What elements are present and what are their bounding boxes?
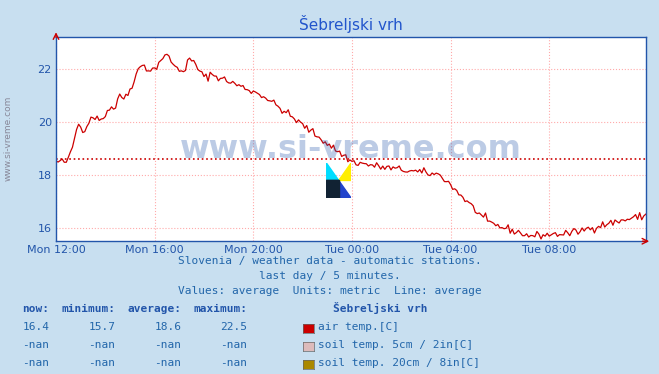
Text: soil temp. 20cm / 8in[C]: soil temp. 20cm / 8in[C] bbox=[318, 358, 480, 368]
Text: last day / 5 minutes.: last day / 5 minutes. bbox=[258, 271, 401, 280]
Text: 22.5: 22.5 bbox=[220, 322, 247, 332]
Polygon shape bbox=[326, 181, 339, 198]
Text: -nan: -nan bbox=[22, 358, 49, 368]
Text: -nan: -nan bbox=[220, 358, 247, 368]
Text: 18.6: 18.6 bbox=[154, 322, 181, 332]
Text: Values: average  Units: metric  Line: average: Values: average Units: metric Line: aver… bbox=[178, 286, 481, 295]
Title: Šebreljski vrh: Šebreljski vrh bbox=[299, 15, 403, 33]
Text: 16.4: 16.4 bbox=[22, 322, 49, 332]
Text: soil temp. 5cm / 2in[C]: soil temp. 5cm / 2in[C] bbox=[318, 340, 473, 350]
Text: -nan: -nan bbox=[88, 358, 115, 368]
Text: Šebreljski vrh: Šebreljski vrh bbox=[333, 302, 427, 314]
Polygon shape bbox=[339, 181, 351, 198]
Text: -nan: -nan bbox=[22, 340, 49, 350]
Text: -nan: -nan bbox=[154, 358, 181, 368]
Text: Slovenia / weather data - automatic stations.: Slovenia / weather data - automatic stat… bbox=[178, 256, 481, 266]
Text: www.si-vreme.com: www.si-vreme.com bbox=[3, 96, 13, 181]
Text: maximum:: maximum: bbox=[193, 304, 247, 314]
Text: www.si-vreme.com: www.si-vreme.com bbox=[180, 134, 522, 165]
Text: air temp.[C]: air temp.[C] bbox=[318, 322, 399, 332]
Polygon shape bbox=[326, 181, 339, 198]
Text: -nan: -nan bbox=[220, 340, 247, 350]
Text: -nan: -nan bbox=[88, 340, 115, 350]
Text: now:: now: bbox=[22, 304, 49, 314]
Text: 15.7: 15.7 bbox=[88, 322, 115, 332]
Text: -nan: -nan bbox=[154, 340, 181, 350]
Polygon shape bbox=[326, 163, 339, 181]
Polygon shape bbox=[339, 163, 351, 181]
Text: average:: average: bbox=[127, 304, 181, 314]
Text: minimum:: minimum: bbox=[61, 304, 115, 314]
